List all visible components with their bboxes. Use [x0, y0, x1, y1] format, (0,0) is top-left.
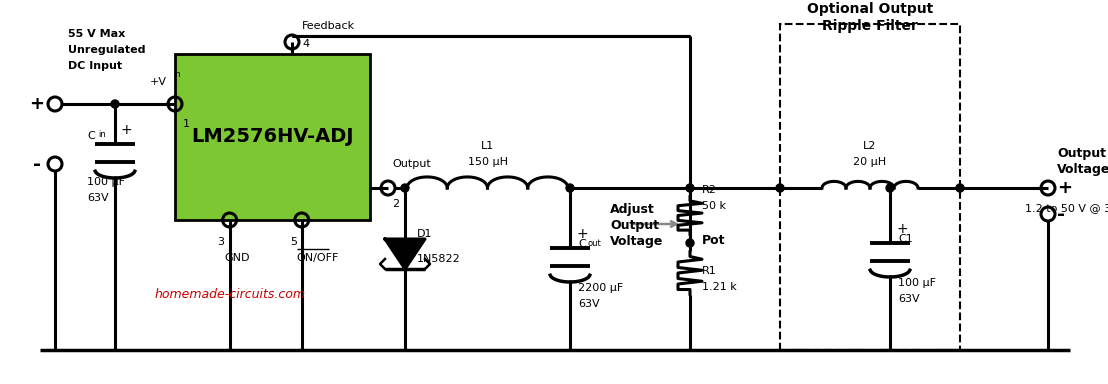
Text: homemade-circuits.com: homemade-circuits.com — [155, 288, 306, 301]
Text: Output: Output — [611, 218, 659, 232]
Text: 100 μF: 100 μF — [897, 278, 936, 288]
Circle shape — [566, 184, 574, 192]
Circle shape — [886, 184, 894, 192]
Text: L2: L2 — [863, 141, 876, 151]
Text: ON/OFF: ON/OFF — [297, 253, 339, 263]
Text: 150 μH: 150 μH — [468, 157, 507, 167]
Bar — [780, 24, 960, 350]
Text: out: out — [588, 239, 602, 248]
Text: 1.21 k: 1.21 k — [702, 282, 737, 292]
Text: 1N5822: 1N5822 — [417, 254, 461, 264]
Text: C1: C1 — [897, 234, 913, 244]
Text: 63V: 63V — [88, 193, 109, 203]
Text: 20 μH: 20 μH — [853, 157, 886, 167]
Text: D1: D1 — [417, 229, 432, 239]
Text: in: in — [173, 70, 181, 79]
Text: -: - — [33, 154, 41, 174]
Text: Pot: Pot — [702, 235, 726, 248]
Text: Adjust: Adjust — [611, 202, 655, 215]
Text: Unregulated: Unregulated — [68, 45, 145, 55]
Text: C: C — [88, 131, 95, 141]
Text: Output: Output — [392, 159, 431, 169]
Text: +: + — [1057, 179, 1073, 197]
Text: 2200 μF: 2200 μF — [578, 283, 623, 293]
Text: 55 V Max: 55 V Max — [68, 29, 125, 39]
Text: Voltage: Voltage — [611, 235, 664, 248]
Text: 63V: 63V — [897, 294, 920, 304]
Text: +: + — [30, 95, 44, 113]
Text: DC Input: DC Input — [68, 61, 122, 71]
Circle shape — [401, 184, 409, 192]
Text: +: + — [576, 227, 587, 241]
Text: 2: 2 — [392, 199, 399, 209]
Bar — [175, 54, 370, 220]
Text: Voltage: Voltage — [1057, 164, 1108, 177]
Text: Feedback: Feedback — [302, 21, 356, 31]
Text: +: + — [896, 222, 907, 236]
Text: 50 k: 50 k — [702, 201, 726, 211]
Text: Optional Output: Optional Output — [807, 2, 933, 16]
Text: R2: R2 — [702, 185, 717, 195]
Circle shape — [956, 184, 964, 192]
Polygon shape — [384, 239, 425, 269]
Text: 1: 1 — [183, 119, 189, 129]
Text: Ripple Filter: Ripple Filter — [822, 19, 917, 33]
Text: -: - — [1057, 205, 1065, 223]
Circle shape — [686, 239, 694, 247]
Text: L1: L1 — [481, 141, 494, 151]
Text: 63V: 63V — [578, 299, 599, 309]
Circle shape — [776, 184, 784, 192]
Text: GND: GND — [225, 253, 250, 263]
Text: C: C — [578, 239, 586, 249]
Text: Output: Output — [1057, 147, 1106, 161]
Text: 4: 4 — [302, 39, 309, 49]
Text: 3: 3 — [217, 237, 225, 247]
Text: 5: 5 — [290, 237, 297, 247]
Text: in: in — [98, 130, 105, 139]
Text: R1: R1 — [702, 266, 717, 276]
Text: +: + — [120, 123, 132, 137]
Text: LM2576HV-ADJ: LM2576HV-ADJ — [192, 127, 353, 147]
Text: 1.2 to 50 V @ 3.0 A: 1.2 to 50 V @ 3.0 A — [1025, 203, 1108, 213]
Circle shape — [686, 184, 694, 192]
Text: 100 μF: 100 μF — [88, 177, 125, 187]
Circle shape — [111, 100, 119, 108]
Text: +V: +V — [150, 77, 167, 87]
